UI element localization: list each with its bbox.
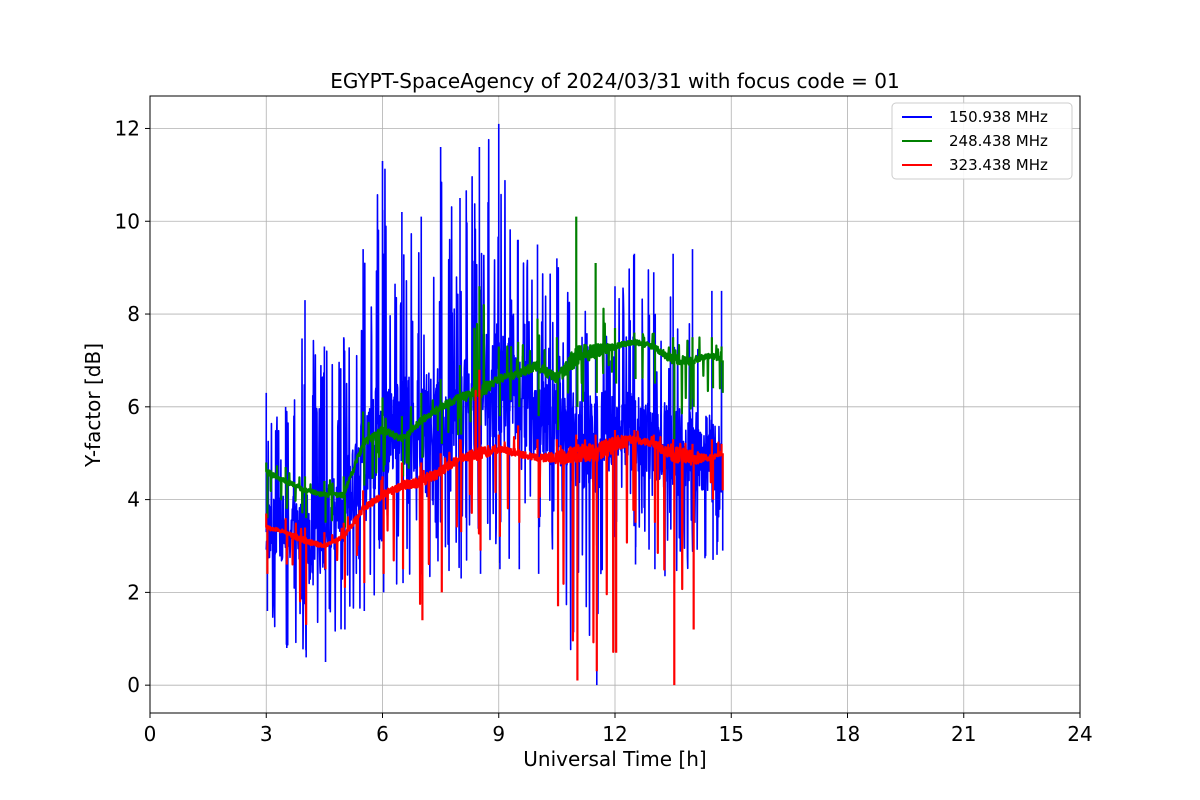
x-tick-label: 15 [719, 722, 744, 746]
x-tick-label: 12 [602, 722, 627, 746]
series-line-green [265, 216, 724, 528]
legend-box [891, 102, 1073, 180]
series-line-red [265, 369, 724, 686]
y-axis-label: Y-factor [dB] [81, 343, 105, 468]
y-tick-label: 6 [127, 395, 140, 419]
y-tick-label: 2 [127, 580, 140, 604]
x-axis-label: Universal Time [h] [523, 747, 706, 771]
y-tick-label: 0 [127, 673, 140, 697]
y-tick-label: 8 [127, 302, 140, 326]
x-tick-label: 0 [144, 722, 157, 746]
y-tick-label: 10 [115, 209, 140, 233]
x-tick-label: 24 [1067, 722, 1092, 746]
y-tick-label: 12 [115, 116, 140, 140]
x-tick-label: 3 [260, 722, 273, 746]
series-layer [265, 123, 724, 686]
legend: 150.938 MHz 248.438 MHz 323.438 MHz [891, 102, 1073, 180]
legend-label-blue: 150.938 MHz [949, 108, 1048, 126]
y-tick-label: 4 [127, 488, 140, 512]
x-tick-label: 18 [835, 722, 860, 746]
legend-label-green: 248.438 MHz [949, 132, 1048, 150]
x-tick-label: 9 [492, 722, 505, 746]
x-tick-label: 6 [376, 722, 389, 746]
legend-label-red: 323.438 MHz [949, 156, 1048, 174]
chart-title: EGYPT-SpaceAgency of 2024/03/31 with foc… [330, 69, 899, 93]
x-tick-label: 21 [951, 722, 976, 746]
